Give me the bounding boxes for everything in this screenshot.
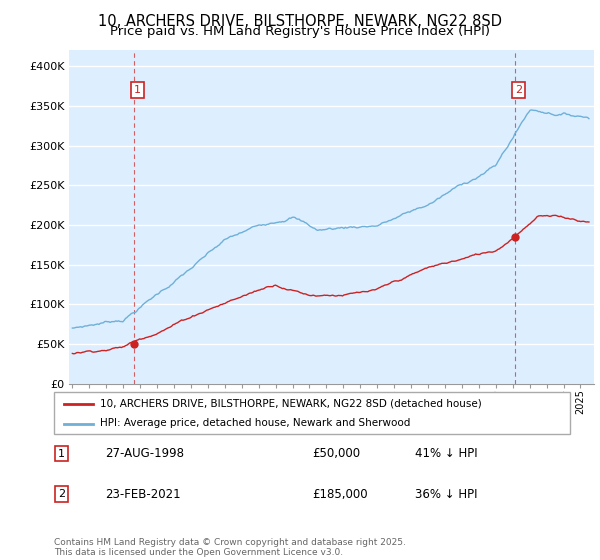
Text: £50,000: £50,000: [312, 447, 360, 460]
Text: Contains HM Land Registry data © Crown copyright and database right 2025.
This d: Contains HM Land Registry data © Crown c…: [54, 538, 406, 557]
Text: 2: 2: [515, 85, 522, 95]
Text: 23-FEB-2021: 23-FEB-2021: [106, 488, 181, 501]
Text: 27-AUG-1998: 27-AUG-1998: [106, 447, 185, 460]
Text: 36% ↓ HPI: 36% ↓ HPI: [415, 488, 478, 501]
Text: 1: 1: [58, 449, 65, 459]
Text: HPI: Average price, detached house, Newark and Sherwood: HPI: Average price, detached house, Newa…: [100, 418, 411, 428]
Text: £185,000: £185,000: [312, 488, 368, 501]
Text: 1: 1: [134, 85, 141, 95]
Text: 10, ARCHERS DRIVE, BILSTHORPE, NEWARK, NG22 8SD (detached house): 10, ARCHERS DRIVE, BILSTHORPE, NEWARK, N…: [100, 399, 482, 409]
Text: Price paid vs. HM Land Registry's House Price Index (HPI): Price paid vs. HM Land Registry's House …: [110, 25, 490, 38]
Text: 10, ARCHERS DRIVE, BILSTHORPE, NEWARK, NG22 8SD: 10, ARCHERS DRIVE, BILSTHORPE, NEWARK, N…: [98, 14, 502, 29]
Text: 41% ↓ HPI: 41% ↓ HPI: [415, 447, 478, 460]
Text: 2: 2: [58, 489, 65, 499]
